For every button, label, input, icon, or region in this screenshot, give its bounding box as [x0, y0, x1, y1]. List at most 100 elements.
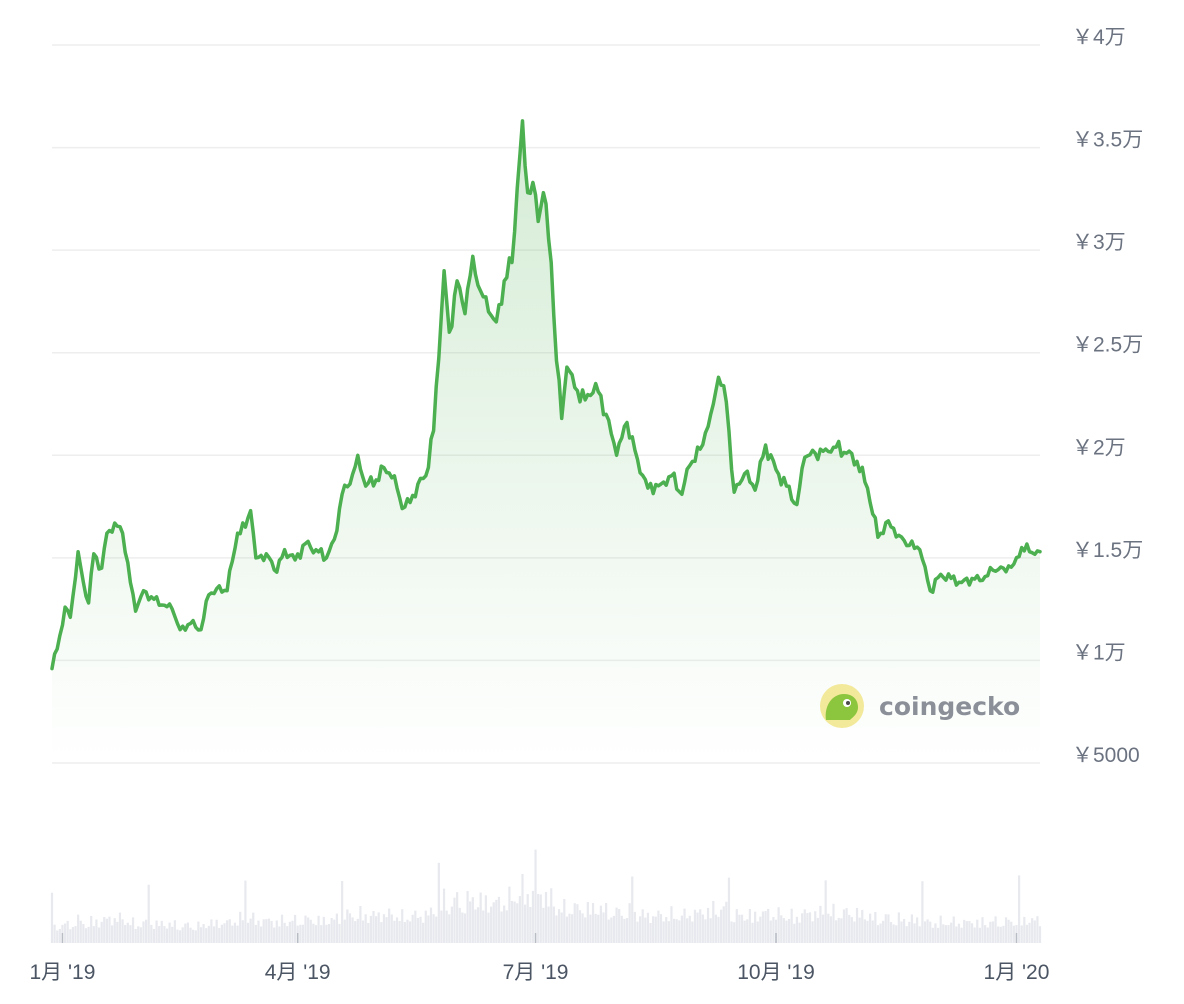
volume-bar	[879, 923, 882, 943]
volume-bar	[265, 919, 268, 943]
volume-bar	[654, 916, 657, 943]
volume-bar	[241, 920, 244, 943]
volume-bar	[644, 917, 647, 943]
y-tick-label: ￥1万	[1072, 641, 1126, 664]
volume-bar	[223, 923, 226, 943]
volume-bar	[254, 924, 257, 943]
volume-bar	[557, 909, 561, 943]
volume-bar	[842, 909, 846, 943]
volume-bar	[429, 907, 433, 943]
volume-bar	[691, 921, 694, 943]
volume-bar	[620, 915, 623, 943]
volume-bar	[821, 914, 825, 943]
volume-bar	[811, 921, 814, 943]
y-tick-label: ￥4万	[1072, 26, 1126, 49]
volume-bar	[1020, 925, 1023, 943]
volume-bar	[594, 913, 597, 943]
volume-bar	[693, 909, 697, 943]
volume-bar	[623, 918, 626, 943]
volume-bar	[670, 906, 673, 943]
volume-bar	[625, 918, 629, 943]
volume-bar	[759, 916, 762, 943]
volume-bar	[910, 914, 914, 943]
volume-bar	[199, 927, 203, 943]
volume-bar	[578, 910, 582, 943]
volume-bar	[717, 916, 720, 943]
volume-bar	[780, 915, 783, 943]
volume-bar	[704, 919, 707, 943]
volume-bar	[756, 921, 759, 943]
volume-bar	[607, 919, 610, 943]
volume-bar	[863, 919, 866, 943]
volume-bar	[510, 900, 514, 943]
volume-bar	[348, 913, 352, 943]
volume-bar	[936, 927, 940, 943]
volume-bar	[965, 921, 968, 943]
volume-bar	[808, 912, 812, 943]
y-tick-label: ￥1.5万	[1072, 539, 1143, 562]
watermark-text: coingecko	[879, 692, 1020, 721]
volume-bar	[129, 925, 132, 943]
volume-bar	[445, 910, 448, 943]
volume-bar	[155, 920, 158, 943]
volume-bar	[652, 916, 655, 943]
volume-bar	[513, 901, 516, 943]
volume-bar	[422, 922, 425, 943]
volume-bar	[343, 919, 346, 943]
y-tick-label: ￥2.5万	[1072, 334, 1143, 357]
volume-bar	[641, 909, 644, 943]
coingecko-watermark: coingecko	[820, 684, 1020, 728]
volume-bar	[327, 923, 331, 943]
volume-bar	[121, 919, 124, 943]
volume-bar	[550, 888, 553, 943]
volume-bar	[798, 922, 801, 943]
volume-bar	[649, 922, 652, 943]
volume-bar	[518, 896, 521, 943]
volume-bar	[950, 922, 953, 943]
volume-bar	[1004, 917, 1008, 943]
volume-bar	[424, 910, 427, 943]
volume-bar	[573, 903, 576, 943]
volume-bar	[837, 917, 840, 943]
volume-bar	[137, 926, 140, 943]
volume-bar	[952, 916, 955, 943]
volume-bar	[427, 915, 430, 943]
volume-bar	[772, 917, 775, 943]
volume-bar	[210, 919, 213, 943]
volume-bar	[963, 919, 966, 943]
volume-bar	[333, 919, 336, 943]
volume-bar	[236, 925, 239, 943]
volume-bar	[597, 914, 600, 943]
volume-bar	[307, 917, 310, 943]
volume-bar	[382, 914, 386, 943]
x-tick-label: 1月 '20	[984, 961, 1050, 984]
volume-bar	[785, 920, 788, 943]
volume-bar	[612, 915, 616, 943]
volume-bar	[1028, 922, 1031, 943]
volume-bar	[74, 926, 77, 943]
volume-bar	[835, 920, 838, 943]
volume-bar	[902, 919, 906, 943]
volume-bar	[87, 926, 90, 943]
volume-bar	[390, 914, 393, 943]
volume-bar	[403, 922, 406, 943]
volume-bar	[369, 915, 372, 943]
volume-bar	[516, 903, 519, 943]
volume-bar	[636, 921, 639, 943]
x-tick-label: 4月 '19	[265, 961, 331, 984]
volume-bar	[463, 913, 467, 943]
volume-bar	[66, 920, 69, 943]
volume-bar	[889, 922, 893, 943]
volume-bar	[565, 916, 569, 943]
volume-bar	[683, 908, 686, 943]
volume-bar	[824, 880, 827, 943]
volume-bar	[1023, 916, 1026, 943]
volume-bar	[1031, 918, 1034, 943]
volume-bar	[79, 920, 82, 943]
volume-bar	[1007, 919, 1010, 943]
volume-bar	[678, 920, 681, 943]
volume-bar	[372, 911, 375, 943]
volume-bar	[497, 896, 501, 943]
